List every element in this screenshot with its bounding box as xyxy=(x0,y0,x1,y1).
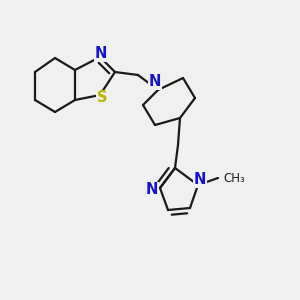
Text: N: N xyxy=(194,172,206,188)
Text: N: N xyxy=(95,46,107,62)
Text: N: N xyxy=(149,74,161,89)
Text: S: S xyxy=(97,91,107,106)
Text: CH₃: CH₃ xyxy=(223,172,245,184)
Text: N: N xyxy=(146,182,158,197)
